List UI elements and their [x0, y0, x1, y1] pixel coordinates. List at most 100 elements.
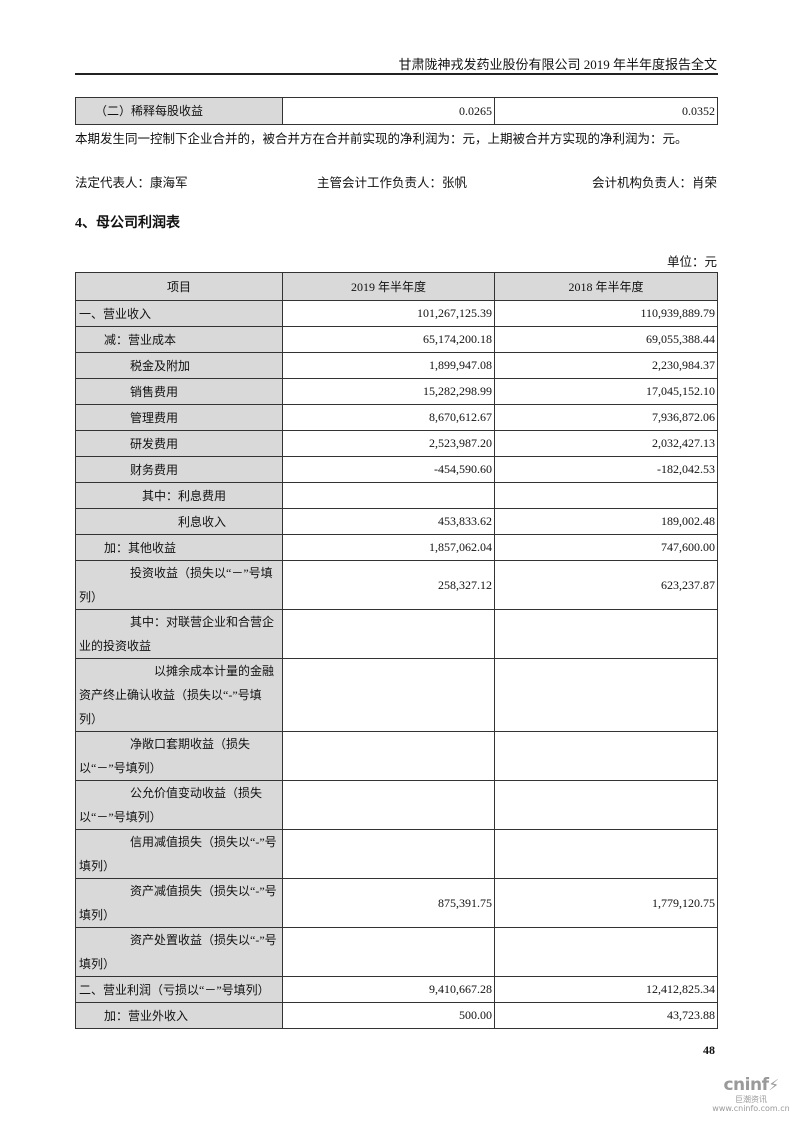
- value-2019: 875,391.75: [282, 878, 495, 928]
- value-2018: 7,936,872.06: [494, 404, 718, 431]
- header-2019: 2019 年半年度: [282, 272, 495, 301]
- row-label: 管理费用: [75, 404, 283, 431]
- value-2018: -182,042.53: [494, 456, 718, 483]
- value-2019: 15,282,298.99: [282, 378, 495, 405]
- table-row: 资产减值损失（损失以“-”号填列） 875,391.75 1,779,120.7…: [75, 878, 718, 928]
- value-2018: [494, 658, 718, 732]
- table-row: 投资收益（损失以“－”号填列） 258,327.12 623,237.87: [75, 560, 718, 610]
- value-2019: 453,833.62: [282, 508, 495, 535]
- value-2019: [282, 731, 495, 781]
- row-label: 财务费用: [75, 456, 283, 483]
- value-2018: 2,032,427.13: [494, 430, 718, 457]
- table-header-row: 项目 2019 年半年度 2018 年半年度: [75, 272, 718, 301]
- value-2018: [494, 609, 718, 659]
- row-label: 资产处置收益（损失以“-”号填列）: [75, 927, 283, 977]
- section-title: 4、母公司利润表: [75, 216, 180, 231]
- value-2018: [494, 482, 718, 509]
- value-2019: 101,267,125.39: [282, 300, 495, 327]
- value-2019: 8,670,612.67: [282, 404, 495, 431]
- value-2019: 500.00: [282, 1002, 495, 1029]
- row-label: 利息收入: [75, 508, 283, 535]
- value-2019: 2,523,987.20: [282, 430, 495, 457]
- table-row: 二、营业利润（亏损以“－”号填列） 9,410,667.28 12,412,82…: [75, 976, 718, 1003]
- header-2018: 2018 年半年度: [494, 272, 718, 301]
- row-label: 加：其他收益: [75, 534, 283, 561]
- row-label: 二、营业利润（亏损以“－”号填列）: [75, 976, 283, 1003]
- row-label: （二）稀释每股收益: [75, 97, 283, 125]
- cninfo-logo: cninf⚡ 巨潮资讯 www.cninfo.com.cn: [712, 1075, 790, 1113]
- logo-brand-cn: 巨潮资讯: [735, 1095, 767, 1104]
- value-2018: 110,939,889.79: [494, 300, 718, 327]
- table-row: （二）稀释每股收益 0.0265 0.0352: [75, 97, 718, 125]
- row-label: 净敞口套期收益（损失以“－”号填列）: [75, 731, 283, 781]
- page-number: 48: [703, 1043, 715, 1057]
- row-label: 加：营业外收入: [75, 1002, 283, 1029]
- table-row: 一、营业收入 101,267,125.39 110,939,889.79: [75, 300, 718, 327]
- value-2018: 1,779,120.75: [494, 878, 718, 928]
- value-2018: 189,002.48: [494, 508, 718, 535]
- value-2018: [494, 731, 718, 781]
- table-row: 资产处置收益（损失以“-”号填列）: [75, 927, 718, 977]
- row-label: 以摊余成本计量的金融资产终止确认收益（损失以“-”号填列）: [75, 658, 283, 732]
- table-row: 公允价值变动收益（损失以“－”号填列）: [75, 780, 718, 830]
- table-row: 财务费用 -454,590.60 -182,042.53: [75, 456, 718, 483]
- header-item: 项目: [75, 272, 283, 301]
- accounting-dept-head: 会计机构负责人：肖荣: [591, 176, 717, 190]
- table-row: 净敞口套期收益（损失以“－”号填列）: [75, 731, 718, 781]
- row-label: 投资收益（损失以“－”号填列）: [75, 560, 283, 610]
- row-label: 销售费用: [75, 378, 283, 405]
- merge-note: 本期发生同一控制下企业合并的，被合并方在合并前实现的净利润为：元，上期被合并方实…: [75, 132, 688, 146]
- row-label: 其中：对联营企业和合营企业的投资收益: [75, 609, 283, 659]
- value-2018: [494, 927, 718, 977]
- row-label: 税金及附加: [75, 352, 283, 379]
- logo-brand: cninf⚡: [723, 1075, 779, 1095]
- value-2018: 747,600.00: [494, 534, 718, 561]
- value-2019: -454,590.60: [282, 456, 495, 483]
- value-2019: 258,327.12: [282, 560, 495, 610]
- table-row: 销售费用 15,282,298.99 17,045,152.10: [75, 378, 718, 405]
- value-2019: 0.0265: [282, 97, 495, 125]
- value-2018: 0.0352: [494, 97, 718, 125]
- running-header: 甘肃陇神戎发药业股份有限公司 2019 年半年度报告全文: [398, 57, 717, 72]
- row-label: 减：营业成本: [75, 326, 283, 353]
- value-2018: 2,230,984.37: [494, 352, 718, 379]
- logo-url: www.cninfo.com.cn: [712, 1104, 790, 1113]
- value-2019: 9,410,667.28: [282, 976, 495, 1003]
- value-2018: [494, 780, 718, 830]
- value-2019: [282, 927, 495, 977]
- table-row: 税金及附加 1,899,947.08 2,230,984.37: [75, 352, 718, 379]
- value-2018: 17,045,152.10: [494, 378, 718, 405]
- eps-table: （二）稀释每股收益 0.0265 0.0352: [75, 97, 718, 125]
- value-2018: 12,412,825.34: [494, 976, 718, 1003]
- table-row: 其中：对联营企业和合营企业的投资收益: [75, 609, 718, 659]
- table-row: 研发费用 2,523,987.20 2,032,427.13: [75, 430, 718, 457]
- accounting-head: 主管会计工作负责人：张帆: [317, 176, 468, 190]
- table-row: 其中：利息费用: [75, 482, 718, 509]
- income-statement-table: 项目 2019 年半年度 2018 年半年度 一、营业收入 101,267,12…: [75, 272, 718, 1029]
- row-label: 研发费用: [75, 430, 283, 457]
- table-row: 减：营业成本 65,174,200.18 69,055,388.44: [75, 326, 718, 353]
- value-2019: 1,857,062.04: [282, 534, 495, 561]
- legal-representative: 法定代表人：康海军: [75, 176, 188, 190]
- table-row: 管理费用 8,670,612.67 7,936,872.06: [75, 404, 718, 431]
- row-label: 一、营业收入: [75, 300, 283, 327]
- value-2018: 69,055,388.44: [494, 326, 718, 353]
- row-label: 信用减值损失（损失以“-”号填列）: [75, 829, 283, 879]
- value-2019: 1,899,947.08: [282, 352, 495, 379]
- table-row: 利息收入 453,833.62 189,002.48: [75, 508, 718, 535]
- table-row: 以摊余成本计量的金融资产终止确认收益（损失以“-”号填列）: [75, 658, 718, 732]
- value-2019: [282, 780, 495, 830]
- value-2019: [282, 482, 495, 509]
- table-row: 加：营业外收入 500.00 43,723.88: [75, 1002, 718, 1029]
- value-2018: 43,723.88: [494, 1002, 718, 1029]
- row-label: 其中：利息费用: [75, 482, 283, 509]
- unit-label: 单位：元: [666, 255, 717, 269]
- row-label: 资产减值损失（损失以“-”号填列）: [75, 878, 283, 928]
- value-2019: [282, 658, 495, 732]
- header-rule: [75, 73, 718, 75]
- value-2018: 623,237.87: [494, 560, 718, 610]
- value-2019: [282, 609, 495, 659]
- value-2018: [494, 829, 718, 879]
- value-2019: 65,174,200.18: [282, 326, 495, 353]
- value-2019: [282, 829, 495, 879]
